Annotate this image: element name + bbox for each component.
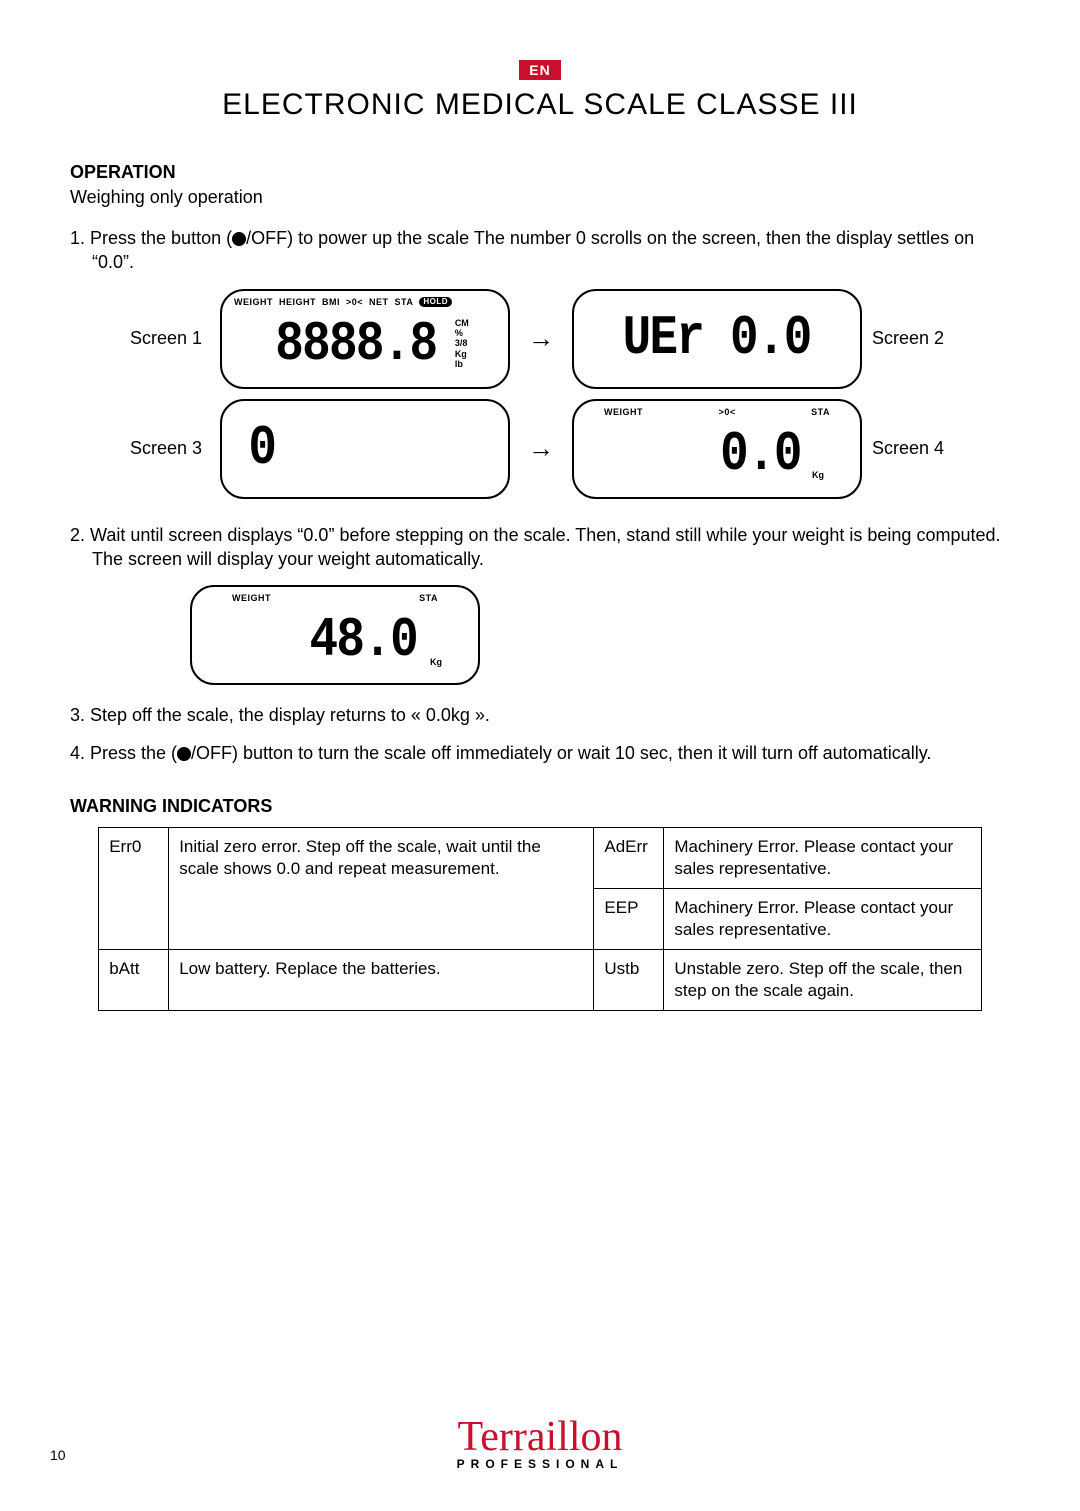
operation-section: OPERATION Weighing only operation 1. Pre… xyxy=(70,162,1010,1011)
screen1-label: Screen 1 xyxy=(130,328,210,349)
lcd-screen-3: 0 xyxy=(220,399,510,499)
ind-net: NET xyxy=(369,297,389,307)
warn-desc: Low battery. Replace the batteries. xyxy=(169,950,594,1011)
step-1: 1. Press the button (/OFF) to power up t… xyxy=(70,226,1010,275)
lcd-screen-1: WEIGHT HEIGHT BMI >0< NET STA HOLD 8888.… xyxy=(220,289,510,389)
operation-subheading: Weighing only operation xyxy=(70,187,1010,208)
screen-weight-example: WEIGHT STA 48.0 Kg xyxy=(190,585,1010,685)
lcd-screen-2: UEr 0.0 xyxy=(572,289,862,389)
power-icon xyxy=(232,232,246,246)
ind-sta: STA xyxy=(811,407,830,417)
warn-desc: Initial zero error. Step off the scale, … xyxy=(169,827,594,949)
lcd-screen-5: WEIGHT STA 48.0 Kg xyxy=(190,585,480,685)
lcd3-digits: 0 xyxy=(248,420,275,476)
page-footer: Terraillon PROFESSIONAL xyxy=(0,1413,1080,1471)
table-row: bAtt Low battery. Replace the batteries.… xyxy=(99,950,982,1011)
warning-table: Err0 Initial zero error. Step off the sc… xyxy=(98,827,982,1012)
ind-hold: HOLD xyxy=(419,297,452,307)
warn-code: Ustb xyxy=(594,950,664,1011)
warning-heading: WARNING INDICATORS xyxy=(70,796,1010,817)
page-title: ELECTRONIC MEDICAL SCALE CLASSE III xyxy=(70,88,1010,122)
step-2: 2. Wait until screen displays “0.0” befo… xyxy=(70,523,1010,572)
screen4-label: Screen 4 xyxy=(872,438,952,459)
language-badge: EN xyxy=(519,60,560,80)
arrow-icon: → xyxy=(528,433,554,464)
step4-prefix: 4. Press the ( xyxy=(70,743,177,763)
arrow-icon: → xyxy=(528,323,554,354)
ind-sta: STA xyxy=(395,297,414,307)
unit-lb: lb xyxy=(455,359,469,369)
lcd2-digits: UEr 0.0 xyxy=(623,310,811,366)
step4-suffix: /OFF) button to turn the scale off immed… xyxy=(191,743,931,763)
table-row: Err0 Initial zero error. Step off the sc… xyxy=(99,827,982,888)
unit-kg: Kg xyxy=(455,349,469,359)
unit-kg: Kg xyxy=(812,470,824,480)
lcd1-digits: 8888.8 xyxy=(275,316,436,372)
warn-code: bAtt xyxy=(99,950,169,1011)
lcd1-units: CM % 3/8 Kg lb xyxy=(455,318,469,370)
screens-row-1: Screen 1 WEIGHT HEIGHT BMI >0< NET STA H… xyxy=(130,289,1010,389)
warn-code: Err0 xyxy=(99,827,169,949)
screen2-label: Screen 2 xyxy=(872,328,952,349)
lcd5-digits: 48.0 xyxy=(309,612,416,668)
warn-code: EEP xyxy=(594,888,664,949)
warn-desc: Unstable zero. Step off the scale, then … xyxy=(664,950,981,1011)
brand-subtitle: PROFESSIONAL xyxy=(0,1457,1080,1471)
operation-heading: OPERATION xyxy=(70,162,1010,183)
lcd1-indicators: WEIGHT HEIGHT BMI >0< NET STA HOLD xyxy=(234,297,496,307)
unit-cm: CM xyxy=(455,318,469,328)
unit-kg: Kg xyxy=(430,657,442,667)
unit-pct: % xyxy=(455,328,469,338)
ind-weight: WEIGHT xyxy=(232,593,271,603)
warn-desc: Machinery Error. Please contact your sal… xyxy=(664,827,981,888)
unit-frac: 3/8 xyxy=(455,338,469,348)
brand-logo: Terraillon xyxy=(0,1413,1080,1461)
ind-weight: WEIGHT xyxy=(604,407,643,417)
lcd4-digits: 0.0 xyxy=(720,426,801,482)
step-4: 4. Press the ( /OFF) button to turn the s… xyxy=(70,741,1010,765)
lcd-screen-4: WEIGHT >0< STA 0.0 Kg xyxy=(572,399,862,499)
lcd4-indicators: WEIGHT >0< STA xyxy=(586,407,848,417)
lcd5-indicators: WEIGHT STA xyxy=(204,593,466,603)
ind-zero: >0< xyxy=(719,407,736,417)
step-3: 3. Step off the scale, the display retur… xyxy=(70,703,1010,727)
ind-zero: >0< xyxy=(346,297,363,307)
warn-desc: Machinery Error. Please contact your sal… xyxy=(664,888,981,949)
ind-height: HEIGHT xyxy=(279,297,316,307)
page-number: 10 xyxy=(50,1447,66,1463)
power-icon xyxy=(177,747,191,761)
screen3-label: Screen 3 xyxy=(130,438,210,459)
ind-weight: WEIGHT xyxy=(234,297,273,307)
page-header: EN ELECTRONIC MEDICAL SCALE CLASSE III xyxy=(70,60,1010,122)
ind-bmi: BMI xyxy=(322,297,340,307)
screens-row-2: Screen 3 0 → WEIGHT >0< STA 0.0 Kg Scree… xyxy=(130,399,1010,499)
ind-sta: STA xyxy=(419,593,438,603)
step1-prefix: 1. Press the button ( xyxy=(70,228,232,248)
warn-code: AdErr xyxy=(594,827,664,888)
